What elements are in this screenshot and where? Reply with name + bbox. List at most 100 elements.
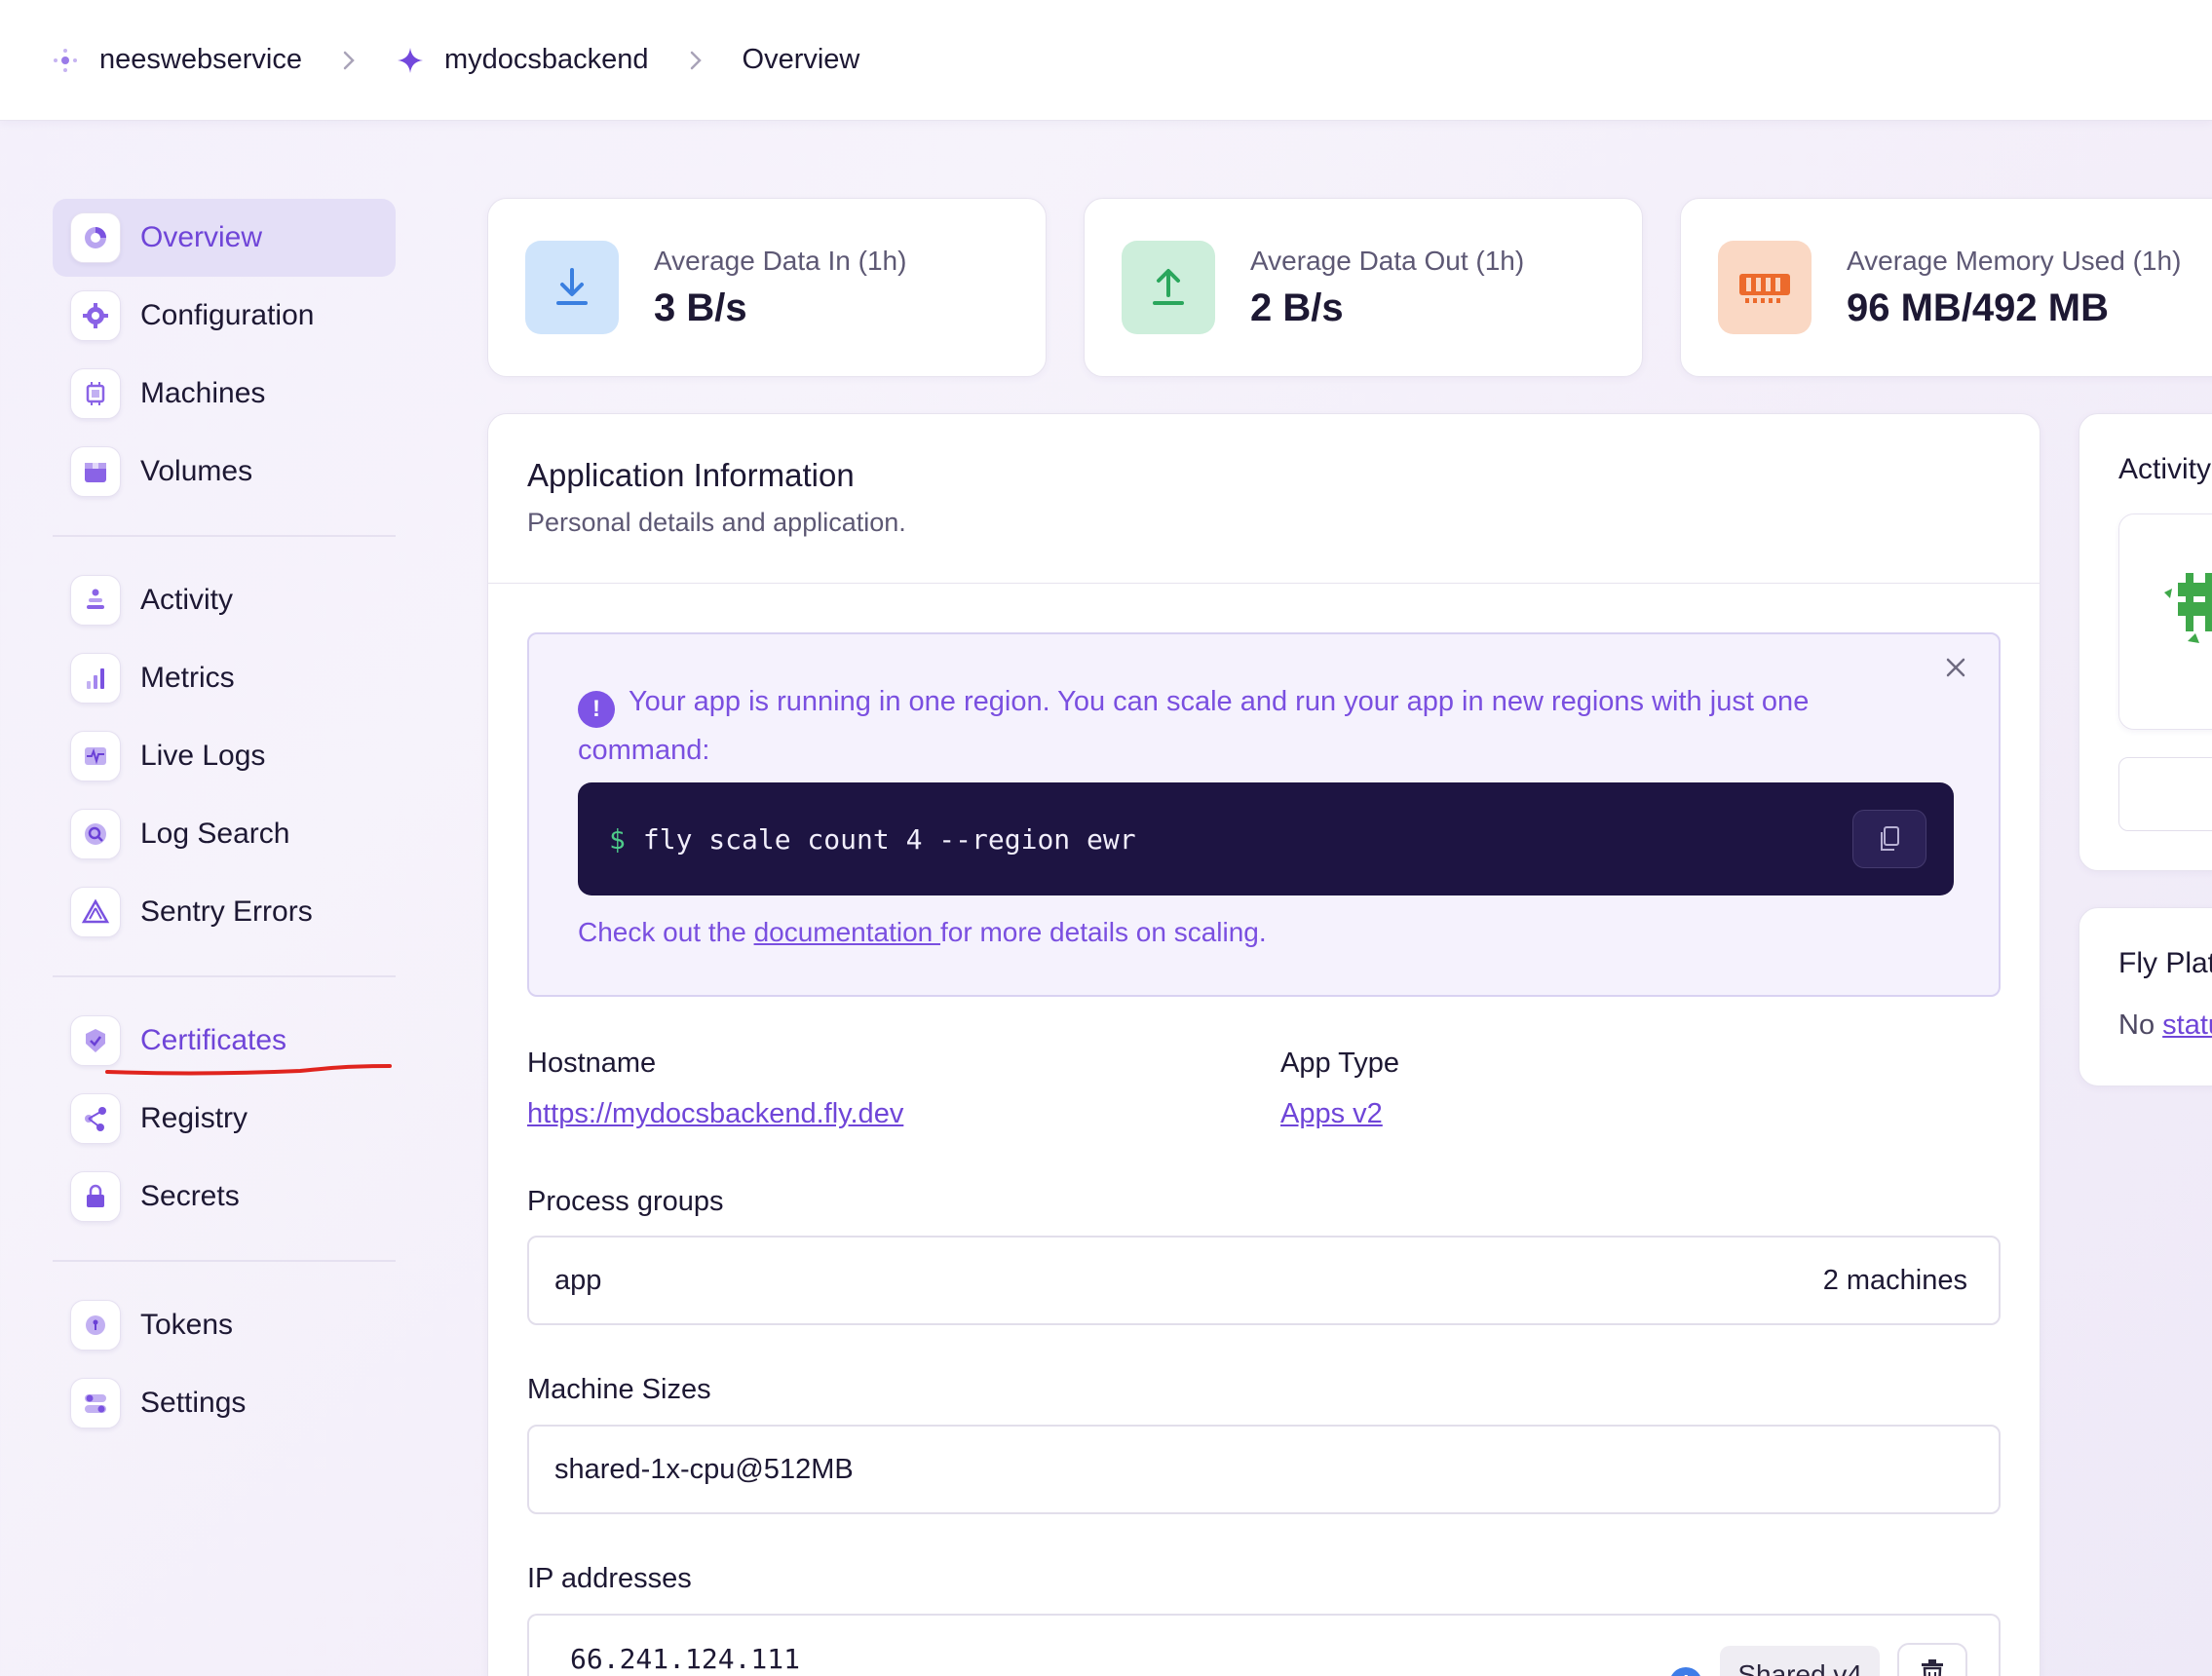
sidebar-item-label: Volumes	[140, 455, 253, 487]
chevron-right-icon	[341, 49, 357, 72]
stat-card-memory: Average Memory Used (1h) 96 MB/492 MB	[1680, 198, 2212, 377]
breadcrumb-current: Overview	[742, 44, 860, 75]
sidebar-item-log-search[interactable]: Log Search	[53, 795, 396, 873]
command-block: $ fly scale count 4 --region ewr	[578, 782, 1954, 895]
stat-label: Average Data In (1h)	[654, 245, 907, 276]
token-icon	[70, 1300, 121, 1351]
platform-status-title: Fly Platform	[2118, 947, 2212, 979]
sidebar-item-label: Tokens	[140, 1309, 234, 1341]
stat-label: Average Memory Used (1h)	[1847, 245, 2182, 276]
app-info-header: Application Information Personal details…	[488, 414, 2040, 584]
activity-icon	[70, 575, 121, 626]
trash-icon	[1922, 1659, 1943, 1676]
overview-icon	[70, 212, 121, 263]
ip-address-row: 66.241.124.111 i Shared v4	[527, 1614, 2001, 1676]
sidebar-item-label: Overview	[140, 221, 263, 253]
machine-sizes-label: Machine Sizes	[527, 1374, 711, 1405]
sidebar: Overview Configuration Machines Volumes …	[53, 199, 396, 1442]
org-dots-icon	[51, 46, 80, 75]
badge-check-icon	[70, 1015, 121, 1066]
app-type-label: App Type	[1280, 1048, 1400, 1079]
activity-title: Activity	[2118, 453, 2212, 485]
stat-label: Average Data Out (1h)	[1250, 245, 1525, 276]
activity-item[interactable]	[2118, 514, 2212, 730]
search-icon	[70, 809, 121, 859]
hostname-link[interactable]: https://mydocsbackend.fly.dev	[527, 1098, 904, 1129]
sidebar-item-sentry-errors[interactable]: Sentry Errors	[53, 873, 396, 951]
memory-icon	[1718, 241, 1812, 334]
hostname-label: Hostname	[527, 1048, 657, 1079]
sidebar-item-configuration[interactable]: Configuration	[53, 277, 396, 355]
copy-icon	[1881, 826, 1899, 851]
sidebar-item-tokens[interactable]: Tokens	[53, 1286, 396, 1364]
ip-type-badge: Shared v4	[1720, 1646, 1880, 1676]
breadcrumb-app[interactable]: mydocsbackend	[443, 44, 649, 75]
sidebar-item-label: Machines	[140, 377, 266, 409]
sidebar-item-label: Live Logs	[140, 740, 266, 772]
process-group-count: 2 machines	[1822, 1264, 1967, 1296]
info-icon[interactable]: i	[1669, 1667, 1703, 1676]
sidebar-item-label: Configuration	[140, 299, 315, 331]
chip-icon	[70, 368, 121, 419]
sidebar-item-label: Certificates	[140, 1024, 287, 1056]
sidebar-divider	[53, 535, 396, 537]
alert-exclamation-icon: !	[578, 691, 615, 728]
sidebar-item-live-logs[interactable]: Live Logs	[53, 717, 396, 795]
process-group-name: app	[554, 1264, 602, 1296]
sidebar-item-label: Secrets	[140, 1180, 240, 1212]
stat-card-data-in: Average Data In (1h) 3 B/s	[487, 198, 1047, 377]
breadcrumb-org[interactable]: neeswebservice	[99, 44, 302, 75]
box-icon	[70, 446, 121, 497]
pulse-icon	[70, 731, 121, 781]
process-group-row[interactable]: app 2 machines	[527, 1236, 2001, 1325]
alert-text: Your app is running in one region. You c…	[578, 686, 1810, 766]
sidebar-item-label: Sentry Errors	[140, 895, 313, 928]
app-type-link[interactable]: Apps v2	[1280, 1098, 1383, 1129]
machine-size-row: shared-1x-cpu@512MB	[527, 1425, 2001, 1514]
delete-ip-button[interactable]	[1897, 1643, 1967, 1676]
platform-status-prefix: No	[2118, 1009, 2163, 1041]
sidebar-divider	[53, 975, 396, 977]
sidebar-item-volumes[interactable]: Volumes	[53, 433, 396, 511]
platform-status-card: Fly Platform No status	[2079, 907, 2212, 1086]
stat-card-data-out: Average Data Out (1h) 2 B/s	[1084, 198, 1643, 377]
alert-footer-text: for more details on scaling.	[940, 917, 1267, 947]
chevron-right-icon	[688, 49, 704, 72]
sidebar-item-machines[interactable]: Machines	[53, 355, 396, 433]
platform-status-text: No status	[2118, 1009, 2212, 1042]
app-info-subtitle: Personal details and application.	[527, 508, 906, 537]
breadcrumb: neeswebservice mydocsbackend Overview	[51, 44, 859, 76]
top-bar: neeswebservice mydocsbackend Overview	[0, 0, 2212, 121]
app-info-title: Application Information	[527, 457, 855, 493]
sidebar-item-metrics[interactable]: Metrics	[53, 639, 396, 717]
sidebar-item-overview[interactable]: Overview	[53, 199, 396, 277]
process-groups-label: Process groups	[527, 1186, 724, 1217]
command-text[interactable]: fly scale count 4 --region ewr	[642, 822, 1136, 856]
sidebar-item-activity[interactable]: Activity	[53, 561, 396, 639]
stat-value: 96 MB/492 MB	[1847, 286, 2109, 329]
command-prompt: $	[609, 822, 626, 856]
sentry-icon	[70, 887, 121, 937]
stat-value: 2 B/s	[1250, 286, 1344, 329]
stat-value: 3 B/s	[654, 286, 747, 329]
documentation-link[interactable]: documentation	[753, 917, 941, 947]
invader-icon	[2164, 573, 2212, 643]
sidebar-item-registry[interactable]: Registry	[53, 1080, 396, 1158]
red-underline-annotation	[105, 1064, 392, 1076]
status-link[interactable]: status	[2162, 1009, 2212, 1041]
alert-message: ! Your app is running in one region. You …	[578, 679, 1893, 773]
sidebar-item-label: Activity	[140, 584, 234, 616]
close-icon[interactable]	[1932, 644, 1979, 691]
sidebar-item-certificates[interactable]: Certificates	[53, 1002, 396, 1080]
bar-chart-icon	[70, 653, 121, 704]
activity-input[interactable]	[2118, 757, 2212, 831]
sidebar-item-label: Registry	[140, 1102, 248, 1134]
sidebar-item-settings[interactable]: Settings	[53, 1364, 396, 1442]
alert-footer-text: Check out the	[578, 917, 754, 947]
sidebar-item-secrets[interactable]: Secrets	[53, 1158, 396, 1236]
alert-footer: Check out the documentation for more det…	[578, 917, 1267, 948]
ip-address-value[interactable]: 66.241.124.111	[570, 1643, 801, 1675]
gear-icon	[70, 290, 121, 341]
sparkle-icon	[396, 46, 425, 75]
copy-button[interactable]	[1852, 810, 1926, 868]
